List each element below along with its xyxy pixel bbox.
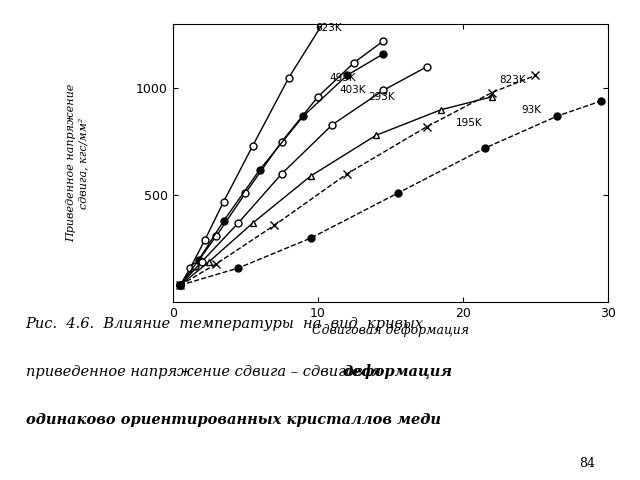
X-axis label: Сдвиговая деформация: Сдвиговая деформация xyxy=(312,324,469,337)
Text: 403K: 403K xyxy=(340,85,366,96)
Text: Приведенное напряжение
сдвига, кгс/мм²: Приведенное напряжение сдвига, кгс/мм² xyxy=(67,84,88,242)
Text: 84: 84 xyxy=(579,457,595,470)
Text: одинаково ориентированных кристаллов меди: одинаково ориентированных кристаллов мед… xyxy=(26,413,440,427)
Text: 623K: 623K xyxy=(315,24,342,33)
Text: 823K: 823K xyxy=(499,75,526,84)
Text: 493K: 493K xyxy=(330,72,356,83)
Text: Рис.  4.6.  Влияние  температуры  на  вид  кривых: Рис. 4.6. Влияние температуры на вид кри… xyxy=(26,317,424,331)
Text: приведенное напряжение сдвига – сдвиговая: приведенное напряжение сдвига – сдвигова… xyxy=(26,365,385,379)
Text: 293K: 293K xyxy=(369,92,396,102)
Text: деформация: деформация xyxy=(342,365,452,380)
Text: 93K: 93K xyxy=(521,105,541,115)
Text: 195K: 195K xyxy=(456,118,483,128)
